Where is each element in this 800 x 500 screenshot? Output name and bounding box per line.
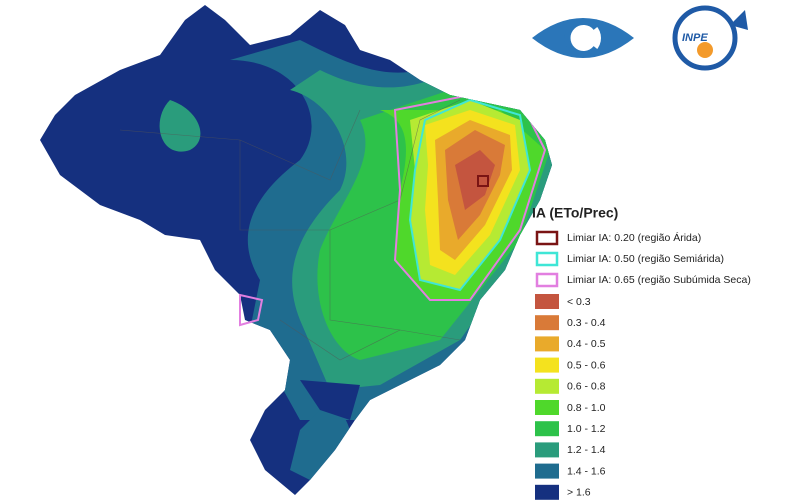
state-border — [239, 140, 401, 231]
class-label: 1.2 - 1.4 — [567, 444, 606, 456]
subhumid-outline — [239, 293, 264, 327]
threshold-swatch — [535, 230, 559, 246]
class-label: 0.5 - 0.6 — [567, 359, 606, 371]
state-border — [119, 109, 361, 181]
class-swatch — [535, 463, 559, 479]
legend: Limiar IA: 0.20 (região Árida) Limiar IA:… — [535, 230, 751, 500]
class-swatch — [535, 442, 559, 458]
class-label: 0.6 - 0.8 — [567, 381, 606, 393]
class-label: 1.4 - 1.6 — [567, 465, 606, 477]
class-label: < 0.3 — [567, 296, 591, 308]
threshold-swatch — [535, 251, 559, 267]
class-swatch — [535, 315, 559, 331]
class-label: 1.0 - 1.2 — [567, 423, 606, 435]
class-label: 0.8 - 1.0 — [567, 402, 606, 414]
state-border — [279, 319, 401, 361]
class-swatch — [535, 294, 559, 309]
map-region — [159, 100, 201, 152]
threshold-label: Limiar IA: 0.50 (região Semiárida) — [567, 253, 724, 265]
logo-ring — [672, 5, 738, 71]
map — [40, 5, 552, 495]
class-swatch — [535, 357, 559, 373]
legend-title: IA (ETo/Prec) — [532, 205, 618, 221]
class-swatch — [535, 378, 559, 394]
logo-c — [564, 19, 599, 57]
semiarid-outline — [408, 98, 532, 292]
threshold-label: Limiar IA: 0.65 (região Subúmida Seca) — [567, 274, 751, 286]
class-label: > 1.6 — [567, 487, 591, 499]
map-region — [455, 150, 495, 210]
state-border — [329, 230, 461, 341]
map-region — [300, 380, 360, 420]
state-border — [399, 99, 461, 201]
arid-outline — [477, 175, 489, 187]
threshold-label: Limiar IA: 0.20 (região Árida) — [567, 231, 701, 244]
class-label: 0.4 - 0.5 — [567, 338, 606, 350]
inpe-logo: INPE — [672, 5, 748, 71]
logo-dot — [697, 42, 713, 58]
class-swatch — [535, 400, 559, 415]
threshold-swatch — [535, 272, 559, 288]
logo-arrow — [730, 10, 748, 30]
class-swatch — [535, 336, 559, 352]
class-swatch — [535, 484, 559, 500]
cptec-logo — [532, 18, 634, 58]
class-label: 0.3 - 0.4 — [567, 317, 606, 329]
logo-text: INPE — [682, 32, 708, 44]
class-swatch — [535, 421, 559, 437]
